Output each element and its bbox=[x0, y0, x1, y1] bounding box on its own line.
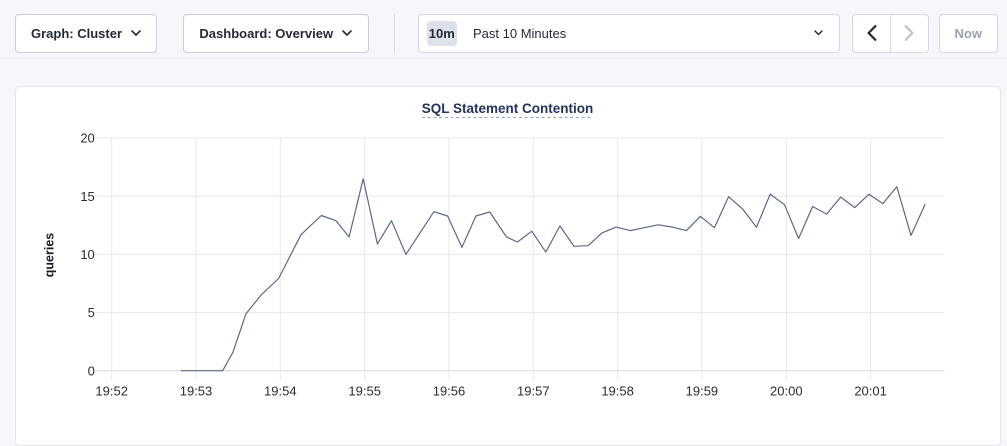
svg-text:19:57: 19:57 bbox=[517, 384, 550, 399]
svg-text:19:52: 19:52 bbox=[95, 384, 128, 399]
svg-text:5: 5 bbox=[88, 305, 95, 320]
svg-text:19:55: 19:55 bbox=[348, 384, 381, 399]
svg-text:20:00: 20:00 bbox=[770, 384, 803, 399]
svg-text:19:59: 19:59 bbox=[686, 384, 719, 399]
svg-text:19:58: 19:58 bbox=[601, 384, 634, 399]
svg-text:19:56: 19:56 bbox=[433, 384, 466, 399]
svg-text:10: 10 bbox=[80, 247, 94, 262]
svg-text:20:01: 20:01 bbox=[854, 384, 887, 399]
svg-text:queries: queries bbox=[42, 233, 56, 278]
svg-text:19:54: 19:54 bbox=[264, 384, 297, 399]
svg-text:20: 20 bbox=[80, 131, 94, 146]
svg-text:19:53: 19:53 bbox=[180, 384, 213, 399]
svg-text:15: 15 bbox=[80, 189, 94, 204]
svg-text:0: 0 bbox=[88, 363, 95, 378]
